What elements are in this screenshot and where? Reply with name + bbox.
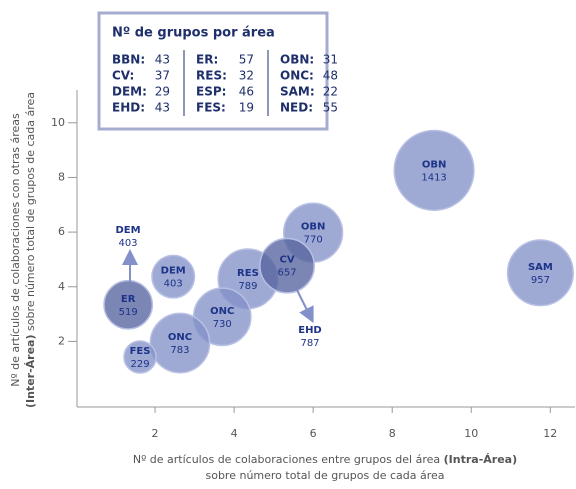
bubble: [103, 279, 154, 330]
legend-key: BBN:: [112, 53, 145, 67]
bubble-label: OBN: [422, 159, 447, 170]
y-tick-label: 10: [51, 116, 65, 129]
x-axis-label: Nº de artículos de colaboraciones entre …: [133, 453, 517, 466]
legend-key: CV:: [112, 69, 134, 83]
bubble-value: 770: [304, 235, 323, 246]
annotation-value: 787: [300, 338, 319, 349]
x-tick-label: 4: [231, 427, 238, 440]
annotation-value: 403: [118, 238, 137, 249]
legend-value: 57: [239, 53, 254, 67]
bubble-value: 730: [213, 319, 232, 330]
legend-key: ER:: [196, 53, 218, 67]
legend-key: OBN:: [280, 53, 314, 67]
legend-value: 32: [239, 69, 254, 83]
legend-value: 43: [155, 101, 170, 115]
bubble-label: ONC: [210, 306, 234, 317]
legend-value: 22: [323, 85, 338, 99]
bubble: [123, 340, 157, 374]
y-label-part: (Inter-Área): [24, 335, 37, 409]
legend-value: 29: [155, 85, 170, 99]
bubble-value: 229: [130, 359, 149, 370]
bubble-label: CV: [280, 255, 295, 266]
legend-key: DEM:: [112, 85, 147, 99]
y-tick-label: 8: [58, 170, 65, 183]
bubble: [151, 254, 196, 299]
legend-box: [97, 11, 329, 131]
bubble-value: 783: [170, 345, 189, 356]
bubble-label: OBN: [301, 222, 326, 233]
bubble-label: RES: [237, 268, 259, 279]
legend-value: 31: [323, 53, 338, 67]
bubble: [393, 129, 475, 211]
y-tick-label: 6: [58, 225, 65, 238]
legend-value: 48: [323, 69, 338, 83]
bubble-label: ONC: [168, 332, 192, 343]
legend-key: EHD:: [112, 101, 145, 115]
legend-value: 46: [239, 85, 254, 99]
bubble-value: 789: [238, 281, 257, 292]
legend-key: RES:: [196, 69, 227, 83]
bubble-value: 519: [119, 307, 138, 318]
legend-title: Nº de grupos por área: [112, 26, 275, 41]
x-tick-label: 6: [310, 427, 317, 440]
x-tick-label: 8: [389, 427, 396, 440]
x-label-part: (Intra-Área): [444, 453, 517, 466]
legend-key: SAM:: [280, 85, 315, 99]
legend-key: NED:: [280, 101, 313, 115]
x-tick-label: 10: [464, 427, 478, 440]
bubble: [149, 312, 211, 374]
y-axis-label: (Inter-Área) sobre número total de grupo…: [24, 92, 37, 408]
y-tick-label: 4: [58, 280, 65, 293]
bubble-value: 1413: [421, 172, 446, 183]
bubble: [506, 239, 574, 307]
legend-key: ONC:: [280, 69, 314, 83]
legend-value: 55: [323, 101, 338, 115]
annotation-label: DEM: [115, 225, 140, 236]
bubble-label: SAM: [528, 262, 553, 273]
bubble-value: 657: [278, 268, 297, 279]
bubble: [259, 237, 315, 294]
legend-value: 43: [155, 53, 170, 67]
legend-key: FES:: [196, 101, 226, 115]
x-tick-label: 12: [543, 427, 557, 440]
bubble-value: 403: [164, 279, 183, 290]
x-axis-label: sobre número total de grupos de cada áre…: [205, 469, 444, 482]
bubble-label: ER: [121, 294, 136, 305]
legend-value: 19: [239, 101, 254, 115]
annotation-arrow: [296, 289, 314, 324]
bubble-value: 957: [531, 275, 550, 286]
legend-key: ESP:: [196, 85, 226, 99]
x-tick-label: 2: [152, 427, 159, 440]
annotation-label: EHD: [298, 325, 322, 336]
y-label-part: sobre número total de grupos de cada áre…: [24, 92, 37, 335]
y-axis-label: Nº de artículos de colaboraciones con ot…: [9, 113, 22, 387]
x-label-part: Nº de artículos de colaboraciones entre …: [133, 453, 444, 466]
legend-value: 37: [155, 69, 170, 83]
bubble-label: FES: [130, 346, 151, 357]
bubble-label: DEM: [161, 266, 186, 277]
y-tick-label: 2: [58, 334, 65, 347]
